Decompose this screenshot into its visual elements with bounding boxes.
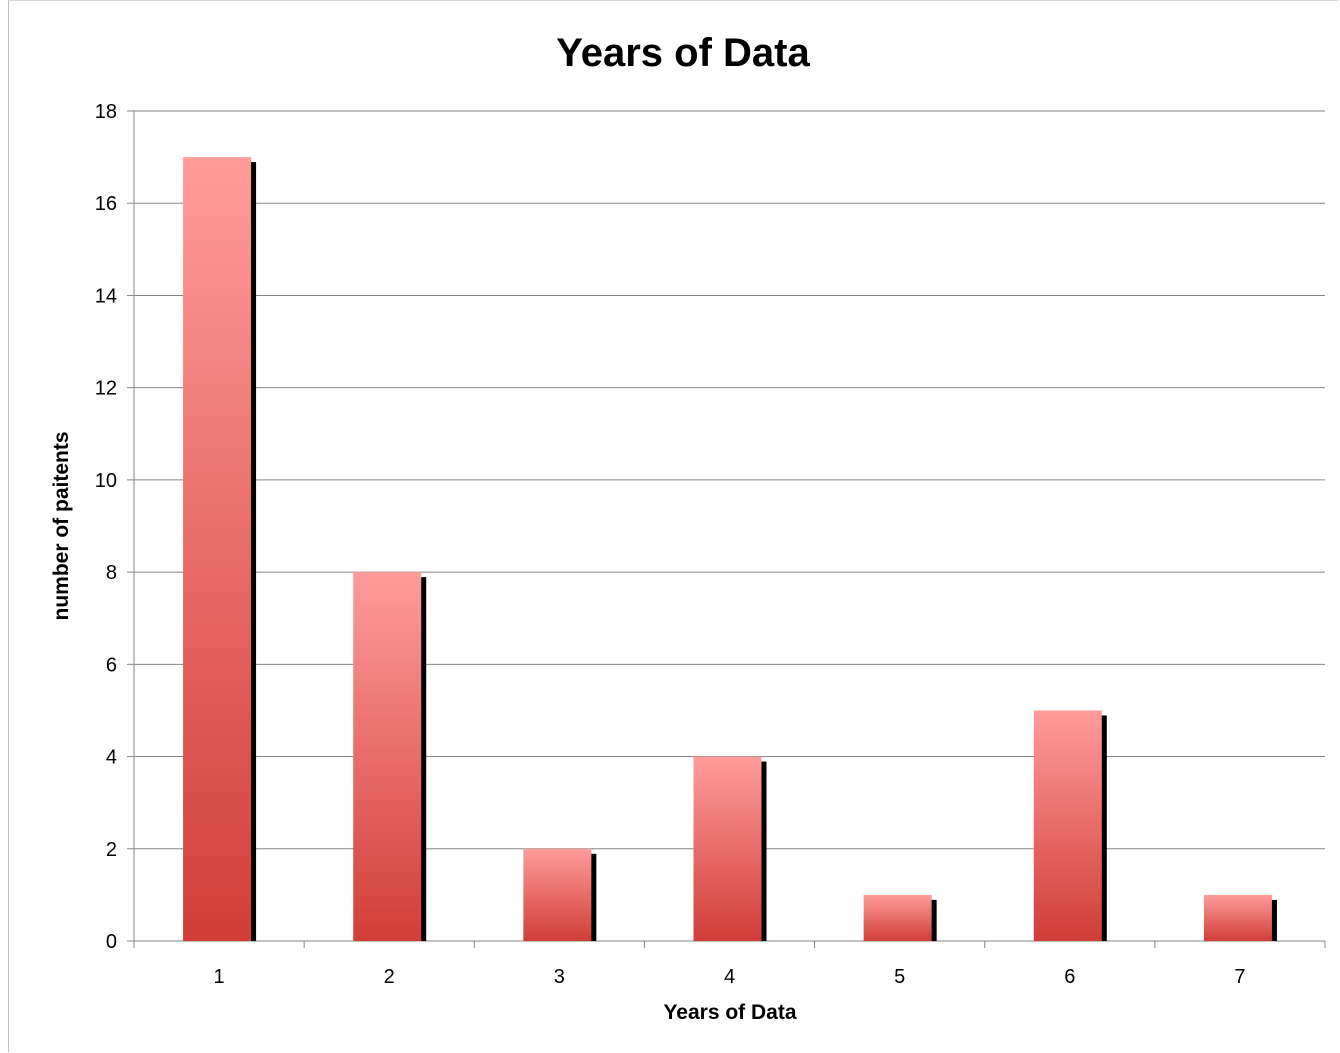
chart-title: Years of Data (556, 31, 810, 75)
y-tick-label-4: 4 (106, 747, 117, 769)
y-tick-label-12: 12 (95, 378, 117, 400)
y-axis-label: number of paitents (50, 431, 73, 620)
bar-7 (1203, 894, 1272, 941)
x-tick-label-1: 1 (214, 966, 225, 988)
bar-2 (353, 572, 422, 941)
bars (183, 157, 1277, 942)
x-tick-label-3: 3 (554, 966, 565, 988)
y-tick-label-10: 10 (95, 470, 117, 492)
y-tick-label-14: 14 (95, 285, 117, 307)
y-tick-label-6: 6 (106, 654, 117, 676)
bar-5 (863, 894, 932, 941)
y-tick-label-16: 16 (95, 193, 117, 215)
x-tick-label-5: 5 (894, 966, 905, 988)
x-tick-label-4: 4 (724, 966, 735, 988)
y-tick-label-2: 2 (106, 839, 117, 861)
y-tick-label-8: 8 (106, 562, 117, 584)
bar-6 (1033, 710, 1102, 941)
gridlines (134, 110, 1325, 850)
x-tick-label-7: 7 (1234, 966, 1245, 988)
y-tick-label-0: 0 (106, 931, 117, 953)
x-axis-label: Years of Data (663, 1001, 796, 1024)
x-tick-label-2: 2 (384, 966, 395, 988)
chart-frame (8, 0, 1339, 1052)
x-tick-label-6: 6 (1064, 966, 1075, 988)
bar-3 (523, 848, 592, 941)
y-tick-label-18: 18 (95, 101, 117, 123)
bar-4 (693, 756, 762, 941)
bar-1 (183, 157, 252, 942)
